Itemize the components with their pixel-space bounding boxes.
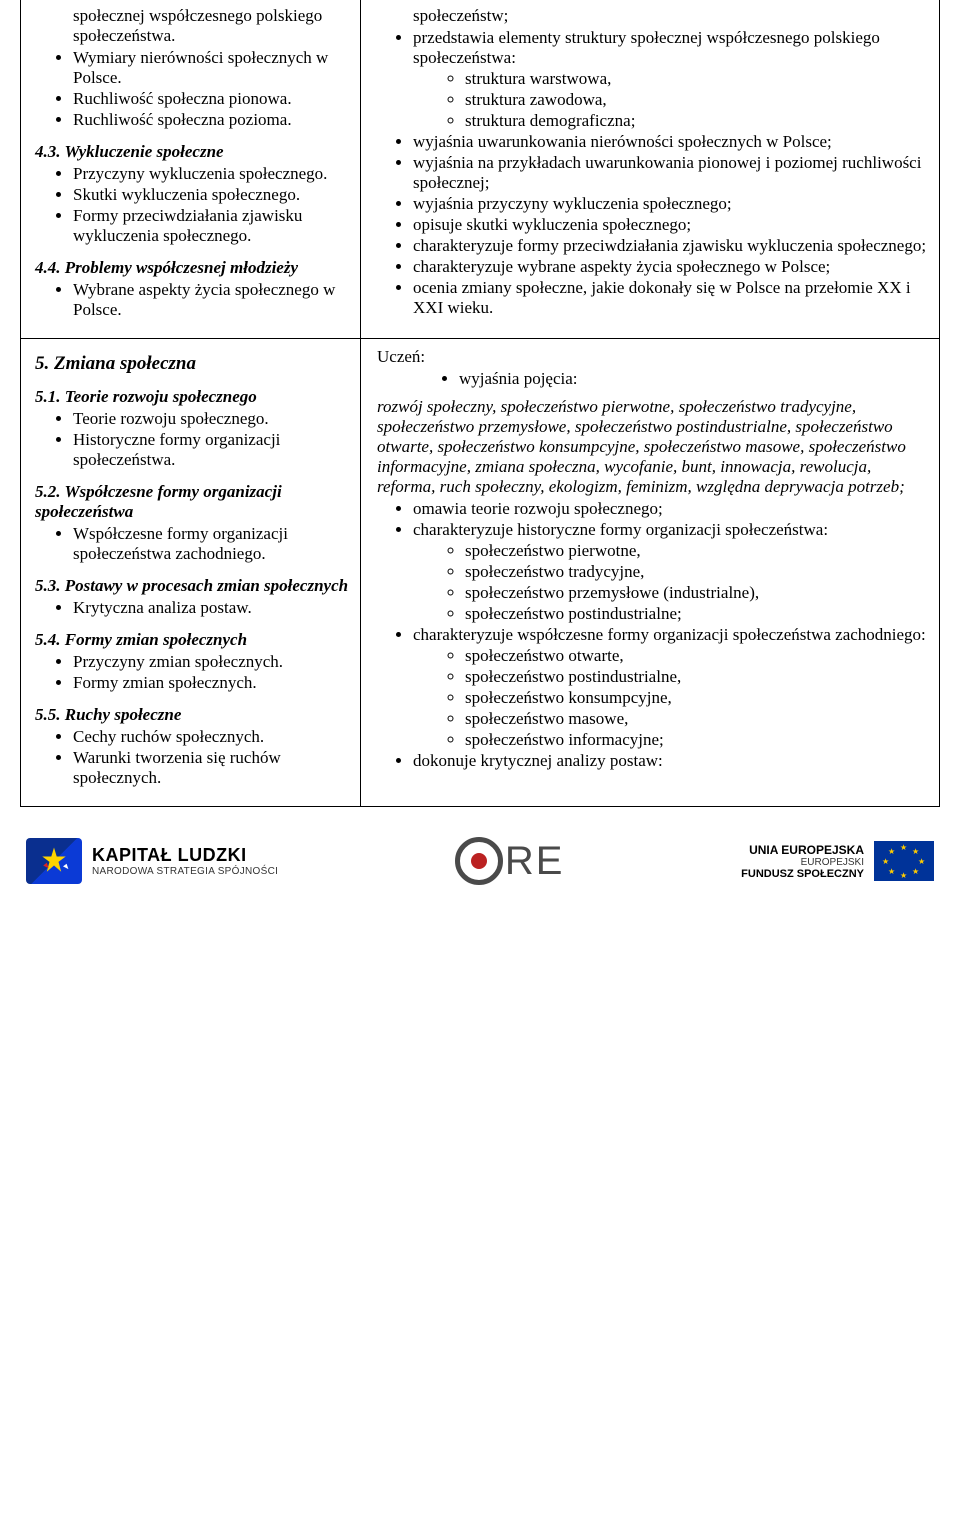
- sublist-item: struktura warstwowa,: [465, 69, 931, 89]
- heading-5-3: 5.3. Postawy w procesach zmian społeczny…: [35, 576, 352, 596]
- kapital-ludzki-text: KAPITAŁ LUDZKI NARODOWA STRATEGIA SPÓJNO…: [92, 845, 278, 877]
- row1-left-cell: społecznej współczesnego polskiego społe…: [21, 0, 361, 339]
- heading-5: 5. Zmiana społeczna: [35, 353, 352, 375]
- eu-line3: FUNDUSZ SPOŁECZNY: [741, 868, 864, 880]
- eu-line2: EUROPEJSKI: [741, 857, 864, 868]
- eu-line1: UNIA EUROPEJSKA: [741, 843, 864, 857]
- list-item: Warunki tworzenia się ruchów społecznych…: [73, 748, 352, 788]
- sublist-item: społeczeństwo informacyjne;: [465, 730, 931, 750]
- list-item: wyjaśnia pojęcia:: [459, 369, 931, 389]
- list-item: Historyczne formy organizacji społeczeńs…: [73, 430, 352, 470]
- sublist-item: struktura zawodowa,: [465, 90, 931, 110]
- list-item: Wybrane aspekty życia społecznego w Pols…: [73, 280, 352, 320]
- list-item: charakteryzuje historyczne formy organiz…: [413, 520, 931, 624]
- list-5-5: Cechy ruchów społecznych. Warunki tworze…: [29, 727, 352, 788]
- eu-flag-icon: ★ ★ ★ ★ ★ ★ ★ ★: [874, 841, 934, 881]
- list-text: charakteryzuje współczesne formy organiz…: [413, 625, 926, 644]
- list-4-cont: Wymiary nierówności społecznych w Polsce…: [29, 48, 352, 130]
- list-item: charakteryzuje współczesne formy organiz…: [413, 625, 931, 750]
- sublist-wspol: społeczeństwo otwarte, społeczeństwo pos…: [413, 646, 931, 750]
- sublist-item: społeczeństwo postindustrialne;: [465, 604, 931, 624]
- ore-logo: RE: [455, 837, 565, 885]
- pojecia-text: rozwój społeczny, społeczeństwo pierwotn…: [377, 397, 931, 497]
- continued-text: społeczeństw;: [413, 6, 931, 26]
- list-item: omawia teorie rozwoju społecznego;: [413, 499, 931, 519]
- page: społecznej współczesnego polskiego społe…: [0, 0, 960, 905]
- sublist-hist: społeczeństwo pierwotne, społeczeństwo t…: [413, 541, 931, 624]
- row1-right-cell: społeczeństw; przedstawia elementy struk…: [361, 0, 940, 339]
- list-item: charakteryzuje wybrane aspekty życia spo…: [413, 257, 931, 277]
- continued-text: społecznej współczesnego polskiego społe…: [73, 6, 352, 46]
- heading-5-4: 5.4. Formy zmian społecznych: [35, 630, 352, 650]
- sublist-item: społeczeństwo masowe,: [465, 709, 931, 729]
- list-item: Formy przeciwdziałania zjawisku wyklucze…: [73, 206, 352, 246]
- kapital-ludzki-logo: KAPITAŁ LUDZKI NARODOWA STRATEGIA SPÓJNO…: [26, 838, 278, 884]
- list-item: Przyczyny wykluczenia społecznego.: [73, 164, 352, 184]
- kapital-ludzki-icon: [26, 838, 82, 884]
- list-item: Cechy ruchów społecznych.: [73, 727, 352, 747]
- list-item: Teorie rozwoju społecznego.: [73, 409, 352, 429]
- list-item: Ruchliwość społeczna pionowa.: [73, 89, 352, 109]
- list-item: Wymiary nierówności społecznych w Polsce…: [73, 48, 352, 88]
- row2-right-cell: Uczeń: wyjaśnia pojęcia: rozwój społeczn…: [361, 339, 940, 807]
- eu-text: UNIA EUROPEJSKA EUROPEJSKI FUNDUSZ SPOŁE…: [741, 843, 864, 880]
- list-item: charakteryzuje formy przeciwdziałania zj…: [413, 236, 931, 256]
- list-5-1: Teorie rozwoju społecznego. Historyczne …: [29, 409, 352, 470]
- list-5-3: Krytyczna analiza postaw.: [29, 598, 352, 618]
- list-4-3: Przyczyny wykluczenia społecznego. Skutk…: [29, 164, 352, 246]
- list-item: dokonuje krytycznej analizy postaw:: [413, 751, 931, 771]
- list-item: Skutki wykluczenia społecznego.: [73, 185, 352, 205]
- row2-right-list: omawia teorie rozwoju społecznego; chara…: [369, 499, 931, 771]
- ore-circle-icon: [455, 837, 503, 885]
- sublist-item: społeczeństwo przemysłowe (industrialne)…: [465, 583, 931, 603]
- row2-left-cell: 5. Zmiana społeczna 5.1. Teorie rozwoju …: [21, 339, 361, 807]
- list-item: Przyczyny zmian społecznych.: [73, 652, 352, 672]
- list-item: wyjaśnia na przykładach uwarunkowania pi…: [413, 153, 931, 193]
- sublist-item: społeczeństwo tradycyjne,: [465, 562, 931, 582]
- heading-5-2: 5.2. Współczesne formy organizacji społe…: [35, 482, 352, 522]
- footer: KAPITAŁ LUDZKI NARODOWA STRATEGIA SPÓJNO…: [20, 837, 940, 885]
- list-item: przedstawia elementy struktury społeczne…: [413, 28, 931, 131]
- heading-4-3: 4.3. Wykluczenie społeczne: [35, 142, 352, 162]
- kl-line2: NARODOWA STRATEGIA SPÓJNOŚCI: [92, 866, 278, 877]
- ore-text: RE: [505, 839, 565, 884]
- list-item: ocenia zmiany społeczne, jakie dokonały …: [413, 278, 931, 318]
- pojecia-list: wyjaśnia pojęcia:: [369, 369, 931, 389]
- content-table: społecznej współczesnego polskiego społe…: [20, 0, 940, 807]
- sublist-item: społeczeństwo pierwotne,: [465, 541, 931, 561]
- list-text: przedstawia elementy struktury społeczne…: [413, 28, 880, 67]
- list-item: Ruchliwość społeczna pozioma.: [73, 110, 352, 130]
- uczen-label: Uczeń:: [377, 347, 931, 367]
- list-4-4: Wybrane aspekty życia społecznego w Pols…: [29, 280, 352, 320]
- list-item: opisuje skutki wykluczenia społecznego;: [413, 215, 931, 235]
- sublist-item: społeczeństwo konsumpcyjne,: [465, 688, 931, 708]
- sublist-item: społeczeństwo postindustrialne,: [465, 667, 931, 687]
- heading-4-4: 4.4. Problemy współczesnej młodzieży: [35, 258, 352, 278]
- list-5-2: Współczesne formy organizacji społeczeńs…: [29, 524, 352, 564]
- sublist-item: struktura demograficzna;: [465, 111, 931, 131]
- list-item: wyjaśnia uwarunkowania nierówności społe…: [413, 132, 931, 152]
- list-text: charakteryzuje historyczne formy organiz…: [413, 520, 828, 539]
- list-item: Krytyczna analiza postaw.: [73, 598, 352, 618]
- sublist-item: społeczeństwo otwarte,: [465, 646, 931, 666]
- kl-line1: KAPITAŁ LUDZKI: [92, 845, 278, 866]
- heading-5-5: 5.5. Ruchy społeczne: [35, 705, 352, 725]
- list-item: Formy zmian społecznych.: [73, 673, 352, 693]
- eu-logo-block: UNIA EUROPEJSKA EUROPEJSKI FUNDUSZ SPOŁE…: [741, 841, 934, 881]
- row1-right-list: przedstawia elementy struktury społeczne…: [369, 28, 931, 318]
- list-item: wyjaśnia przyczyny wykluczenia społeczne…: [413, 194, 931, 214]
- sublist-struktura: struktura warstwowa, struktura zawodowa,…: [413, 69, 931, 131]
- list-item: Współczesne formy organizacji społeczeńs…: [73, 524, 352, 564]
- heading-5-1: 5.1. Teorie rozwoju społecznego: [35, 387, 352, 407]
- list-5-4: Przyczyny zmian społecznych. Formy zmian…: [29, 652, 352, 693]
